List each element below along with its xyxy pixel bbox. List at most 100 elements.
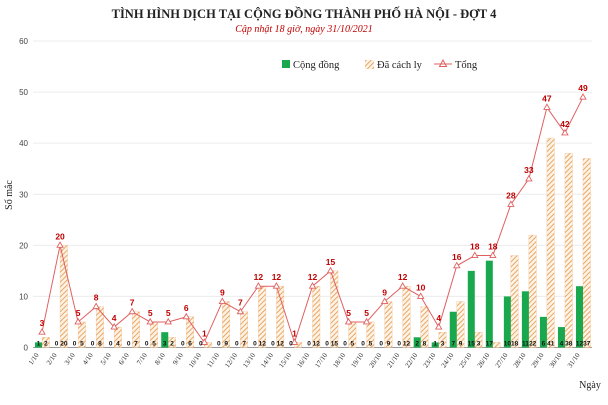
bar-da-cach-ly [492,342,501,348]
bar-cong-dong [575,286,583,348]
line-tong [38,93,587,345]
bar-da-cach-ly [186,316,194,348]
bar-da-cach-ly [438,332,447,348]
data-label-tong: 12 [308,272,318,282]
x-tick-label: 30/10 [548,351,564,369]
bar-da-cach-ly [77,321,86,348]
data-label-da-cach-ly: 9 [387,341,391,348]
data-label-da-cach-ly: 5 [80,341,84,348]
bar-da-cach-ly [510,255,519,348]
x-tick-label: 10/10 [187,351,203,369]
data-label-tong: 1 [202,328,207,338]
data-label-tong: 9 [220,288,225,298]
data-label-tong: 5 [148,308,153,318]
tong-marker [579,93,587,100]
data-label-cong-dong: 15 [468,341,476,348]
x-tick-label: 23/10 [422,351,438,369]
data-label-cong-dong: 1 [37,341,41,348]
tong-marker [272,282,281,289]
x-tick-label: 3/10 [63,351,77,366]
tong-marker [543,103,551,110]
x-tick-label: 1/10 [27,351,41,366]
y-tick-label: 20 [19,241,28,250]
x-tick-label: 9/10 [171,351,185,366]
data-label-cong-dong: 0 [235,341,239,348]
x-tick-label: 14/10 [259,351,275,369]
data-label-cong-dong: 0 [271,341,275,348]
y-tick-label: 10 [19,292,28,301]
tong-marker [74,317,82,325]
data-label-cong-dong: 7 [451,341,455,348]
bar-cong-dong [485,260,493,348]
data-label-cong-dong: 0 [397,341,401,348]
bar-da-cach-ly [294,342,303,348]
bar-cong-dong [521,291,529,348]
gridlines [33,40,592,297]
bar-da-cach-ly [528,234,537,348]
data-label-da-cach-ly: 5 [369,341,373,348]
data-label-tong: 4 [112,313,117,323]
y-tick-labels: 0 10 20 30 40 50 60 [19,37,28,353]
x-tick-label: 16/10 [295,351,311,369]
tong-marker [290,338,299,345]
tong-marker [434,322,443,330]
bar-da-cach-ly [240,311,249,348]
x-tick-label: 15/10 [277,351,293,369]
bar-da-cach-ly [402,286,411,348]
data-label-cong-dong: 0 [217,341,221,348]
data-label-cong-dong: 0 [325,341,329,348]
data-label-cong-dong: 0 [307,341,311,348]
data-label-da-cach-ly: 5 [152,341,156,348]
tong-marker [344,317,353,325]
tong-marker [416,292,425,299]
data-label-cong-dong: 10 [504,341,512,348]
tong-marker [56,241,64,248]
data-label-tong: 28 [506,190,516,200]
data-label-cong-dong: 0 [343,341,347,348]
tong-marker [308,282,317,289]
data-label-da-cach-ly: 5 [351,341,355,348]
data-label-tong: 5 [76,308,81,318]
data-label-tong: 7 [130,298,135,308]
x-tick-label: 13/10 [241,351,257,369]
data-label-tong: 5 [364,308,369,318]
y-axis-label: Số mắc [4,180,15,210]
tong-marker [326,266,335,274]
tong-marker [182,312,191,320]
data-label-da-cach-ly: 9 [459,341,463,348]
data-label-da-cach-ly: 3 [477,341,481,348]
y-tick-label: 60 [19,37,28,46]
x-tick-label: 31/10 [566,351,582,369]
tong-marker [164,317,173,325]
legend-label-cong-dong: Cộng đồng [293,60,340,71]
bar-da-cach-ly [312,286,321,348]
data-label-cong-dong: 0 [109,341,113,348]
legend-label-da-cach-ly: Đã cách ly [377,60,423,71]
data-label-tong: 5 [166,308,171,318]
x-tick-label: 12/10 [223,351,239,369]
bar-cong-dong [539,316,547,348]
y-tick-label: 50 [19,88,28,97]
data-label-tong: 4 [436,313,441,323]
data-label-da-cach-ly: 9 [224,341,228,348]
data-label-da-cach-ly: 38 [565,341,573,348]
bar-cong-dong [467,270,475,348]
data-label-da-cach-ly: 3 [441,341,445,348]
tong-marker [218,297,227,304]
x-tick-label: 28/10 [512,351,528,369]
data-label-da-cach-ly: 2 [170,341,174,348]
bar-da-cach-ly [564,153,573,348]
data-label-tong: 47 [542,93,552,103]
bar-da-cach-ly [420,306,429,348]
x-tick-label: 11/10 [205,351,221,369]
bar-da-cach-ly [546,137,555,348]
data-label-da-cach-ly: 12 [259,341,267,348]
bar-cong-dong [431,342,439,348]
bars-da-cach-ly [41,137,591,348]
bar-cong-dong [503,296,511,348]
tong-marker [92,302,100,310]
x-tick-label: 21/10 [386,351,402,369]
bar-da-cach-ly [113,326,122,348]
data-label-da-cach-ly: 18 [511,341,519,348]
data-label-cong-dong: 17 [486,341,494,348]
